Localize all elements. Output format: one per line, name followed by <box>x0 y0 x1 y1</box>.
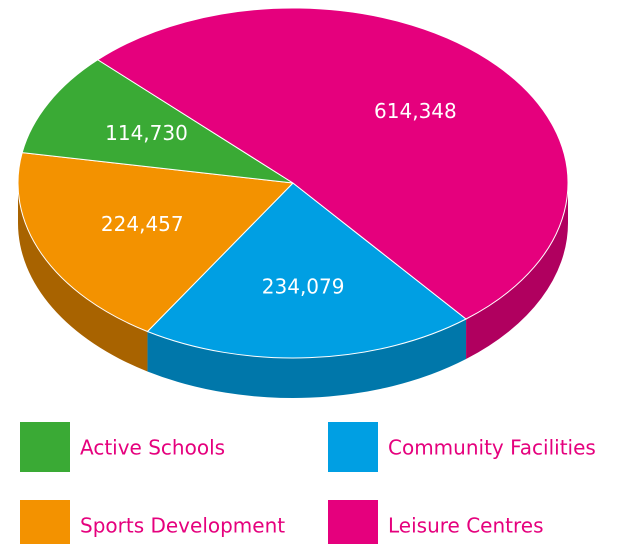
legend-swatch <box>20 422 70 472</box>
pie-slice <box>21 59 294 184</box>
legend-swatch <box>328 422 378 472</box>
legend-label: Community Facilities <box>388 436 596 460</box>
legend-label: Active Schools <box>80 436 225 460</box>
pie-slice <box>17 152 295 333</box>
pie-side <box>18 183 148 372</box>
legend-swatch <box>328 500 378 544</box>
pie-slice <box>146 182 467 359</box>
legend-swatch <box>20 500 70 544</box>
pie-slice <box>96 7 569 320</box>
data-label: 614,348 <box>374 99 457 123</box>
legend-label: Sports Development <box>80 514 285 538</box>
data-label: 234,079 <box>262 274 345 298</box>
data-label: 224,457 <box>101 212 184 236</box>
data-label: 114,730 <box>105 121 188 145</box>
pie-side <box>466 183 568 360</box>
pie-side <box>147 319 467 398</box>
legend-label: Leisure Centres <box>388 514 544 538</box>
